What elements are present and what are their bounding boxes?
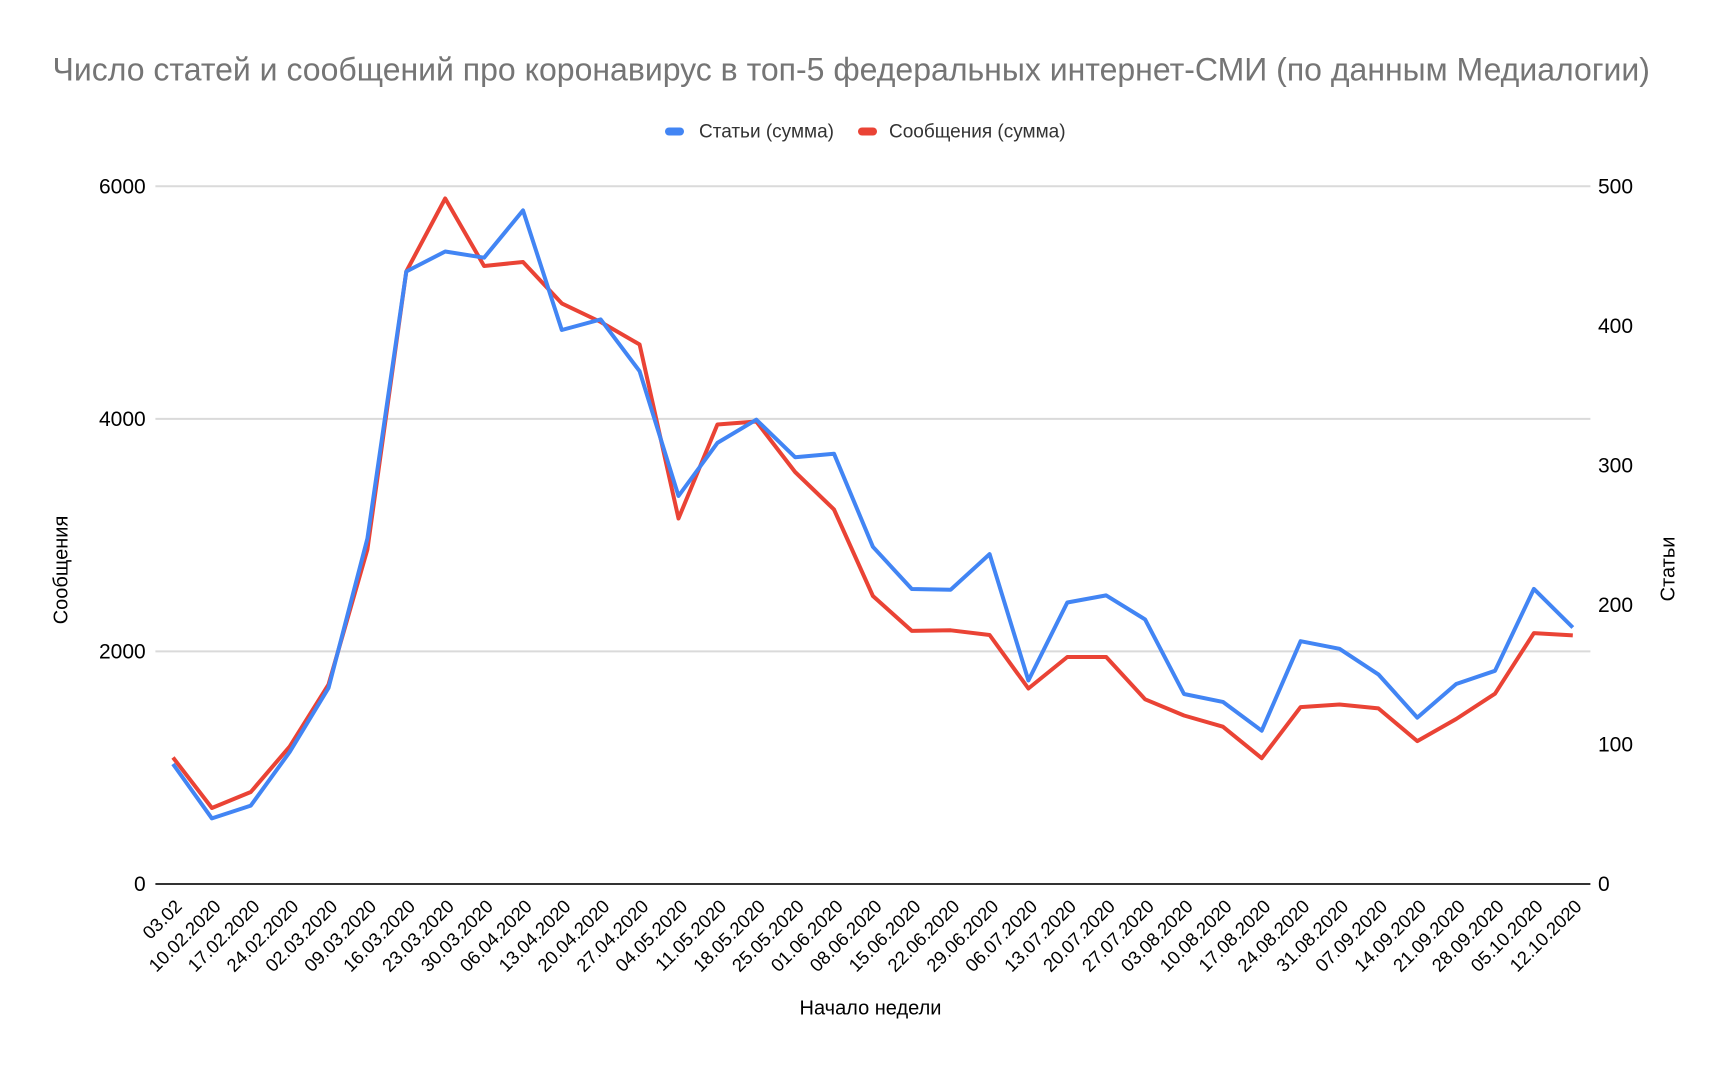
svg-text:Сообщения (сумма): Сообщения (сумма)	[889, 122, 1066, 143]
svg-text:400: 400	[1598, 315, 1633, 338]
svg-text:Сообщения: Сообщения	[51, 516, 73, 625]
svg-text:0: 0	[1598, 873, 1610, 896]
svg-text:0: 0	[134, 873, 146, 896]
svg-text:Статьи: Статьи	[1658, 537, 1680, 602]
svg-text:200: 200	[1598, 594, 1633, 617]
svg-text:Начало недели: Начало недели	[800, 998, 942, 1020]
svg-text:Статьи (сумма): Статьи (сумма)	[699, 122, 834, 143]
svg-text:Число статей и сообщений про к: Число статей и сообщений про коронавирус…	[53, 52, 1650, 88]
svg-text:500: 500	[1598, 175, 1633, 198]
svg-text:300: 300	[1598, 454, 1633, 477]
svg-text:6000: 6000	[99, 175, 146, 198]
svg-text:4000: 4000	[99, 408, 146, 431]
svg-text:2000: 2000	[99, 640, 146, 663]
svg-text:100: 100	[1598, 734, 1633, 757]
